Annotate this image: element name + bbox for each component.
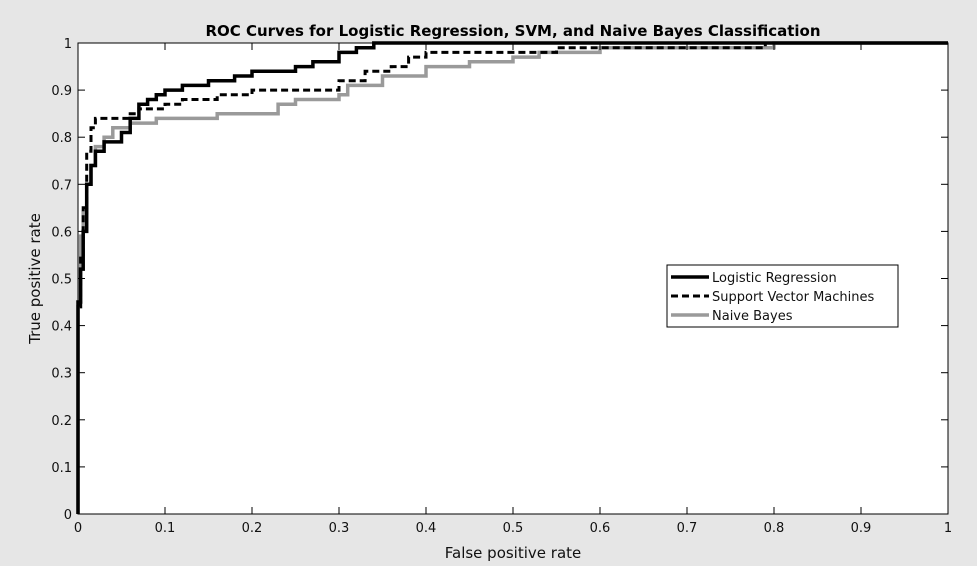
legend: Logistic Regression Support Vector Machin…: [666, 264, 899, 328]
y-tick-label: 0.1: [51, 461, 72, 476]
legend-label: Logistic Regression: [712, 271, 837, 286]
x-tick-label: 0.7: [677, 521, 698, 536]
y-tick-label: 0.3: [51, 367, 72, 382]
x-tick-label: 0.5: [503, 521, 524, 536]
x-tick-label: 1: [944, 521, 952, 536]
series-layer: [76, 41, 948, 514]
x-tick-label: 0.4: [416, 521, 437, 536]
y-tick-label: 0.9: [51, 84, 72, 99]
y-tick-label: 0.7: [51, 178, 72, 193]
ticks-layer: 0 0.1 0.2 0.3 0.4 0.5 0.6 0.7 0.8 0.9 1 0 0.1 0.2 0.3 0…: [51, 37, 952, 536]
y-tick-label: 0.4: [51, 320, 72, 335]
x-tick-label: 0.1: [155, 521, 176, 536]
legend-label: Naive Bayes: [712, 309, 793, 324]
series-line-logistic-regression: [76, 41, 948, 514]
legend-label: Support Vector Machines: [712, 290, 874, 305]
x-tick-label: 0.3: [329, 521, 350, 536]
y-tick-label: 0: [64, 508, 72, 523]
x-tick-label: 0.6: [590, 521, 611, 536]
y-tick-label: 0.2: [51, 414, 72, 429]
y-tick-label: 0.6: [51, 225, 72, 240]
y-tick-label: 1: [64, 37, 72, 52]
x-tick-label: 0.2: [242, 521, 263, 536]
y-tick-label: 0.8: [51, 131, 72, 146]
x-axis-label: False positive rate: [445, 544, 582, 562]
series-line-support-vector-machines: [76, 41, 948, 514]
x-tick-label: 0.9: [851, 521, 872, 536]
x-tick-label: 0: [74, 521, 82, 536]
chart-title: ROC Curves for Logistic Regression, SVM,…: [205, 22, 820, 40]
y-axis-label: True positive rate: [26, 213, 44, 345]
x-tick-label: 0.8: [764, 521, 785, 536]
y-tick-label: 0.5: [51, 273, 72, 288]
